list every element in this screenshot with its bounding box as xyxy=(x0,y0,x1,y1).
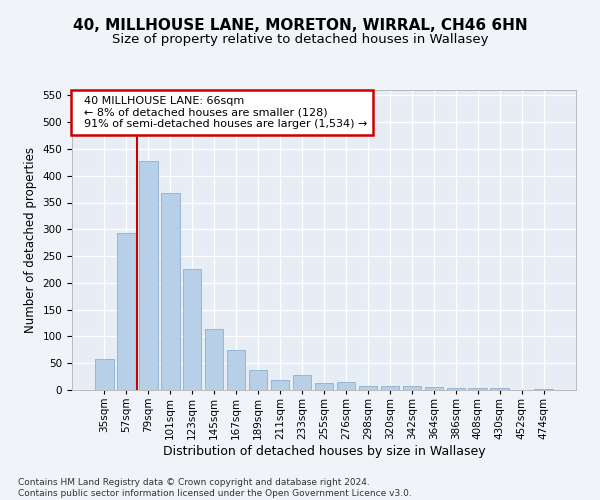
Text: Contains HM Land Registry data © Crown copyright and database right 2024.
Contai: Contains HM Land Registry data © Crown c… xyxy=(18,478,412,498)
Bar xyxy=(95,360,113,390)
Y-axis label: Number of detached properties: Number of detached properties xyxy=(24,147,37,333)
Text: 40 MILLHOUSE LANE: 66sqm
  ← 8% of detached houses are smaller (128)
  91% of se: 40 MILLHOUSE LANE: 66sqm ← 8% of detache… xyxy=(77,96,367,129)
Bar xyxy=(227,350,245,390)
Bar xyxy=(249,370,268,390)
Bar xyxy=(314,382,334,390)
Bar xyxy=(337,382,355,390)
X-axis label: Distribution of detached houses by size in Wallasey: Distribution of detached houses by size … xyxy=(163,444,485,458)
Bar xyxy=(469,388,487,390)
Bar xyxy=(403,386,421,390)
Bar xyxy=(205,330,223,390)
Bar xyxy=(117,233,136,390)
Bar xyxy=(139,160,158,390)
Bar xyxy=(183,270,202,390)
Bar xyxy=(446,388,465,390)
Bar xyxy=(425,388,443,390)
Bar xyxy=(293,375,311,390)
Bar xyxy=(359,386,377,390)
Bar xyxy=(490,388,509,390)
Bar xyxy=(161,193,179,390)
Bar xyxy=(271,380,289,390)
Text: 40, MILLHOUSE LANE, MORETON, WIRRAL, CH46 6HN: 40, MILLHOUSE LANE, MORETON, WIRRAL, CH4… xyxy=(73,18,527,32)
Text: Size of property relative to detached houses in Wallasey: Size of property relative to detached ho… xyxy=(112,32,488,46)
Bar xyxy=(380,386,399,390)
